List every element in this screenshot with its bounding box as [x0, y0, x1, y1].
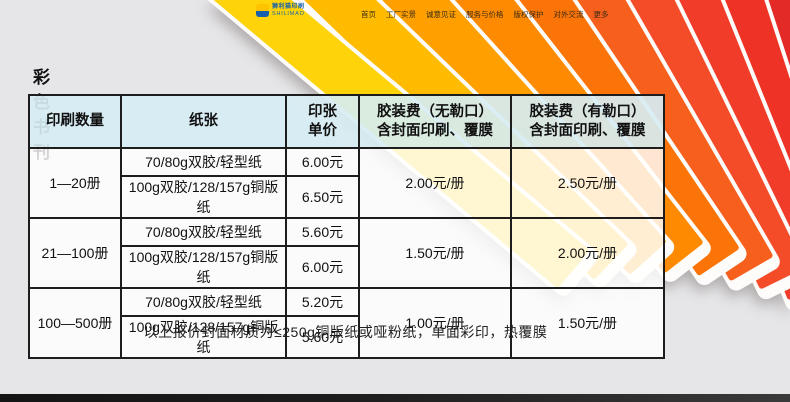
- col-header-quantity: 印刷数量: [28, 94, 122, 149]
- nav-item-services-prices[interactable]: 服务与价格: [466, 10, 504, 19]
- paper-cell: 100g双胶/128/157g铜版纸: [120, 245, 287, 289]
- binding-flap-cell: 2.00元/册: [510, 217, 665, 289]
- table-row: 100g双胶/128/157g铜版纸 6.50元: [29, 175, 664, 219]
- paper-cell: 100g双胶/128/157g铜版纸: [120, 315, 287, 359]
- unit-price-cell: 5.60元: [285, 217, 360, 247]
- table-row: 21—100册 70/80g双胶/轻型纸 5.60元 1.50元/册 2.00元…: [28, 217, 665, 289]
- top-nav-bar: 狮利猫印刷 SHILIMAO 首页 工厂实景 诚意见证 服务与价格 版权保护 对…: [0, 0, 790, 30]
- table-row: 100g双胶/128/157g铜版纸 5.60元: [29, 315, 664, 359]
- binding-no-flap-cell: 1.50元/册: [358, 217, 512, 289]
- table-row: 100—500册 70/80g双胶/轻型纸 5.20元 1.00元/册 1.50…: [28, 287, 665, 359]
- col-header-binding-no-flap: 胶装费（无勒口） 含封面印刷、覆膜: [358, 94, 512, 149]
- col-header-binding-flap: 胶装费（有勒口） 含封面印刷、覆膜: [510, 94, 665, 149]
- quantity-cell: 100—500册: [28, 287, 122, 359]
- table-row: 100g双胶/128/157g铜版纸 6.00元: [29, 245, 664, 289]
- logo-text-cn: 狮利猫印刷: [272, 4, 305, 11]
- logo-text-en: SHILIMAO: [272, 10, 305, 17]
- nav-item-copyright[interactable]: 版权保护: [513, 10, 544, 19]
- col-header-paper: 纸张: [120, 94, 287, 149]
- paper-cell: 70/80g双胶/轻型纸: [120, 287, 287, 317]
- col-header-unit-price: 印张 单价: [285, 94, 360, 149]
- paper-cell: 100g双胶/128/157g铜版纸: [120, 175, 287, 219]
- nav-item-testimonials[interactable]: 诚意见证: [426, 10, 456, 19]
- nav-item-exchange[interactable]: 对外交流: [553, 10, 584, 19]
- binding-flap-cell: 1.50元/册: [510, 287, 665, 359]
- nav-item-factory[interactable]: 工厂实景: [386, 10, 416, 19]
- table-header-row: 印刷数量 纸张 印张 单价 胶装费（无勒口） 含封面印刷、覆膜 胶装费（有勒口）…: [28, 94, 665, 149]
- quantity-cell: 21—100册: [28, 217, 122, 289]
- nav-item-home[interactable]: 首页: [361, 10, 376, 19]
- binding-no-flap-cell: 2.00元/册: [358, 147, 512, 219]
- pricing-footnote: 以上报价封面材质为≤250g铜版纸或哑粉纸，单面彩印，热覆膜: [143, 324, 548, 340]
- unit-price-cell: 6.00元: [285, 245, 360, 289]
- paper-cell: 70/80g双胶/轻型纸: [120, 147, 287, 177]
- unit-price-cell: 5.60元: [285, 315, 360, 359]
- paper-cell: 70/80g双胶/轻型纸: [120, 217, 287, 247]
- main-nav: 首页 工厂实景 诚意见证 服务与价格 版权保护 对外交流 更多: [361, 9, 609, 20]
- binding-flap-cell: 2.50元/册: [510, 147, 665, 219]
- logo-icon: [256, 4, 269, 17]
- site-logo[interactable]: 狮利猫印刷 SHILIMAO: [256, 4, 305, 17]
- table-row: 1—20册 70/80g双胶/轻型纸 6.00元 2.00元/册 2.50元/册: [28, 147, 665, 219]
- nav-item-more[interactable]: 更多: [593, 10, 609, 19]
- pricing-table: 印刷数量 纸张 印张 单价 胶装费（无勒口） 含封面印刷、覆膜 胶装费（有勒口）…: [28, 94, 665, 359]
- quantity-cell: 1—20册: [28, 147, 122, 219]
- unit-price-cell: 5.20元: [285, 287, 360, 317]
- unit-price-cell: 6.50元: [285, 175, 360, 219]
- footer-bar: [0, 394, 790, 402]
- binding-no-flap-cell: 1.00元/册: [358, 287, 512, 359]
- unit-price-cell: 6.00元: [285, 147, 360, 177]
